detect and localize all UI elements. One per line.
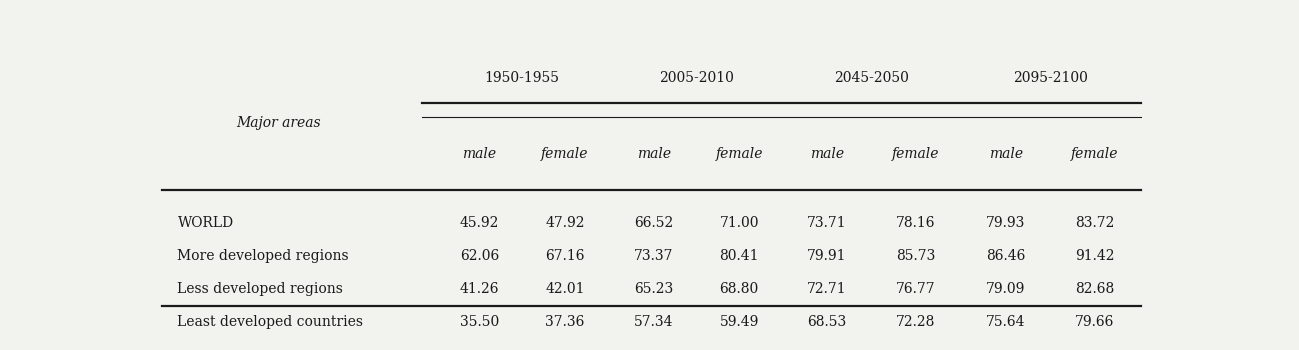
Text: 91.42: 91.42 bbox=[1074, 249, 1115, 263]
Text: female: female bbox=[542, 147, 588, 161]
Text: 35.50: 35.50 bbox=[460, 315, 499, 329]
Text: 86.46: 86.46 bbox=[986, 249, 1026, 263]
Text: 83.72: 83.72 bbox=[1074, 216, 1115, 230]
Text: male: male bbox=[809, 147, 844, 161]
Text: 73.37: 73.37 bbox=[634, 249, 673, 263]
Text: WORLD: WORLD bbox=[178, 216, 234, 230]
Text: 68.53: 68.53 bbox=[807, 315, 847, 329]
Text: 59.49: 59.49 bbox=[720, 315, 759, 329]
Text: 47.92: 47.92 bbox=[546, 216, 585, 230]
Text: male: male bbox=[462, 147, 496, 161]
Text: 1950-1955: 1950-1955 bbox=[485, 71, 560, 85]
Text: 73.71: 73.71 bbox=[807, 216, 847, 230]
Text: 79.91: 79.91 bbox=[807, 249, 847, 263]
Text: male: male bbox=[637, 147, 670, 161]
Text: 72.28: 72.28 bbox=[896, 315, 935, 329]
Text: 72.71: 72.71 bbox=[807, 282, 847, 296]
Text: Less developed regions: Less developed regions bbox=[178, 282, 343, 296]
Text: 78.16: 78.16 bbox=[895, 216, 935, 230]
Text: 79.09: 79.09 bbox=[986, 282, 1026, 296]
Text: 75.64: 75.64 bbox=[986, 315, 1026, 329]
Text: Major areas: Major areas bbox=[236, 116, 321, 130]
Text: 42.01: 42.01 bbox=[546, 282, 585, 296]
Text: 45.92: 45.92 bbox=[460, 216, 499, 230]
Text: 71.00: 71.00 bbox=[720, 216, 759, 230]
Text: Least developed countries: Least developed countries bbox=[178, 315, 364, 329]
Text: More developed regions: More developed regions bbox=[178, 249, 349, 263]
Text: male: male bbox=[989, 147, 1024, 161]
Text: 62.06: 62.06 bbox=[460, 249, 499, 263]
Text: 80.41: 80.41 bbox=[720, 249, 759, 263]
Text: female: female bbox=[891, 147, 939, 161]
Text: 79.93: 79.93 bbox=[986, 216, 1026, 230]
Text: female: female bbox=[1070, 147, 1118, 161]
Text: 2095-2100: 2095-2100 bbox=[1013, 71, 1087, 85]
Text: 41.26: 41.26 bbox=[460, 282, 499, 296]
Text: 37.36: 37.36 bbox=[546, 315, 585, 329]
Text: female: female bbox=[716, 147, 763, 161]
Text: 57.34: 57.34 bbox=[634, 315, 673, 329]
Text: 82.68: 82.68 bbox=[1076, 282, 1115, 296]
Text: 76.77: 76.77 bbox=[895, 282, 935, 296]
Text: 79.66: 79.66 bbox=[1074, 315, 1115, 329]
Text: 2005-2010: 2005-2010 bbox=[659, 71, 734, 85]
Text: 85.73: 85.73 bbox=[896, 249, 935, 263]
Text: 66.52: 66.52 bbox=[634, 216, 673, 230]
Text: 67.16: 67.16 bbox=[546, 249, 585, 263]
Text: 65.23: 65.23 bbox=[634, 282, 673, 296]
Text: 68.80: 68.80 bbox=[720, 282, 759, 296]
Text: 2045-2050: 2045-2050 bbox=[834, 71, 908, 85]
